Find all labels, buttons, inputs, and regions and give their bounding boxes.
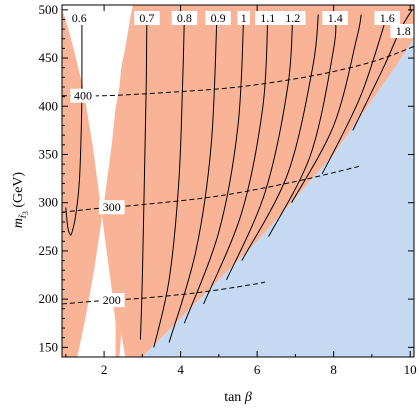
solid-contour-9 — [268, 14, 337, 237]
dashed-label-400-bg — [70, 88, 96, 103]
curve-label-1-1-bg — [255, 11, 281, 25]
solid-contour-11 — [321, 14, 388, 175]
curve-label-1-1: 1.1 — [260, 11, 275, 25]
x-tick-label-2: 2 — [101, 362, 108, 377]
x-tick-label-6: 6 — [254, 362, 261, 377]
y-tick-label-450: 450 — [39, 50, 59, 65]
dashed-contour-300 — [62, 165, 361, 213]
dashed-contour-400 — [62, 46, 414, 97]
dashed-contour-200 — [62, 281, 266, 305]
dashed-label-300: 300 — [103, 200, 121, 214]
curve-label-0-7: 0.7 — [139, 11, 154, 25]
curve-label-1: 1 — [241, 11, 247, 25]
solid-contour-12 — [352, 9, 413, 131]
solid-contour-10 — [291, 14, 362, 203]
dashed-label-200: 200 — [103, 293, 121, 307]
x-tick-label-10: 10 — [404, 362, 417, 377]
plot-frame — [61, 4, 415, 358]
x-tick-label-4: 4 — [177, 362, 184, 377]
curve-label-0-7-bg — [134, 11, 160, 25]
y-tick-label-200: 200 — [39, 291, 59, 306]
solid-contour-3 — [153, 14, 185, 348]
curve-label-0-9-bg — [205, 11, 231, 25]
curve-label-0-8: 0.8 — [177, 11, 192, 25]
solid-contour-7 — [226, 14, 294, 281]
x-axis-title-base: tan — [224, 390, 245, 405]
dashed-label-300-bg — [99, 200, 125, 215]
y-axis-title-sub-index: 3 — [21, 211, 30, 215]
y-axis-title: mt̃3 (GeV) — [11, 172, 30, 229]
solid-contour-2 — [139, 14, 148, 340]
y-tick-label-300: 300 — [39, 195, 59, 210]
x-tick-label-8: 8 — [330, 362, 337, 377]
y-axis-title-m: m — [11, 218, 26, 228]
dashed-label-400: 400 — [74, 89, 92, 103]
y-tick-label-250: 250 — [39, 243, 59, 258]
curve-label-1-4: 1.4 — [328, 11, 343, 25]
x-axis-title-symbol: β — [244, 390, 252, 405]
curve-label-0-9: 0.9 — [211, 11, 226, 25]
solid-contour-6 — [203, 14, 269, 305]
blue-region — [142, 38, 414, 357]
y-tick-label-350: 350 — [39, 146, 59, 161]
label-layer: 200 300 400 0.6 0.7 0.8 0.9 1 1.1 1.2 1.4 1.61.8 — [66, 11, 416, 308]
curve-label-1-2: 1.2 — [285, 11, 300, 25]
curve-label-0-6-bg — [66, 11, 92, 25]
y-tick-label-150: 150 — [39, 339, 59, 354]
y-axis-title-sub: t̃ — [17, 214, 29, 218]
curve-label-0-8-bg — [171, 11, 198, 25]
axes-layer: 2 4 6 8 10 150 200 250 300 350 400 450 500 — [39, 2, 417, 377]
curve-label-1-bg — [237, 11, 250, 25]
curve-label-0-6: 0.6 — [72, 11, 87, 25]
curve-label-1-2-bg — [280, 11, 306, 25]
curve-label-1-6-bg — [374, 11, 400, 25]
y-axis-title-unit: (GeV) — [11, 172, 26, 212]
curve-label-1-6: 1.6 — [380, 11, 395, 25]
solid-contour-4 — [168, 14, 218, 343]
curve-label-1-4-bg — [322, 11, 348, 25]
y-tick-label-500: 500 — [39, 2, 59, 17]
curve-label-1-8: 1.8 — [396, 24, 411, 38]
y-tick-label-400: 400 — [39, 98, 59, 113]
solid-contour-5 — [183, 14, 245, 324]
curve-label-1-8-bg — [390, 24, 416, 38]
contour-layer — [62, 9, 414, 348]
dashed-label-200-bg — [99, 293, 125, 308]
x-axis-title: tan β — [224, 390, 252, 405]
solid-contour-8 — [241, 14, 319, 261]
